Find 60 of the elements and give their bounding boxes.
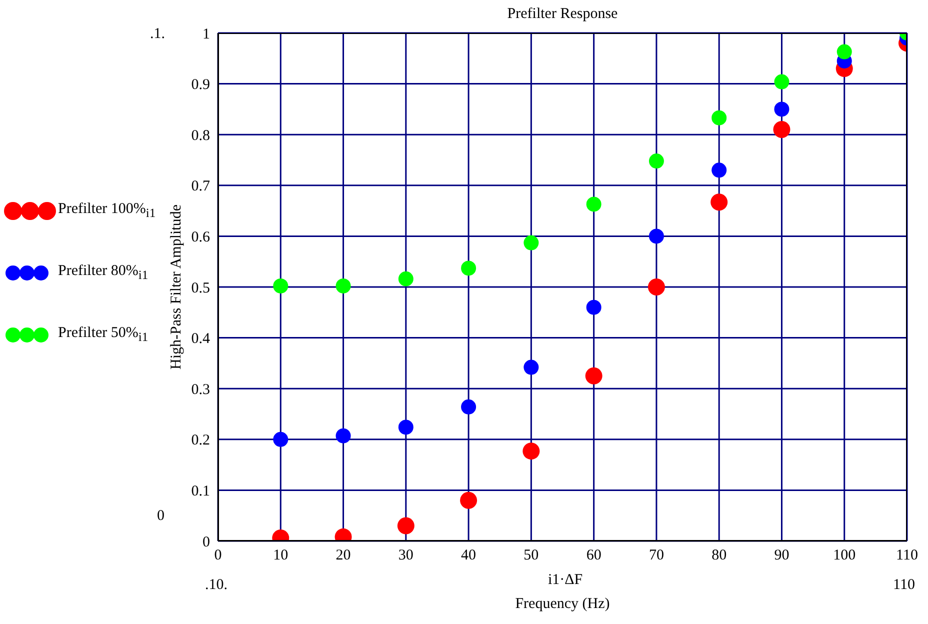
chart-title: Prefilter Response: [506, 6, 619, 23]
y-tick-label: 0.5: [191, 280, 210, 296]
point: [397, 517, 414, 534]
point: [461, 260, 476, 276]
point: [398, 420, 414, 435]
point: [336, 278, 351, 294]
point: [585, 367, 602, 384]
x-tick-label: 60: [586, 548, 602, 564]
point: [712, 110, 727, 126]
point: [648, 154, 664, 169]
x-tick-label: 90: [774, 548, 790, 564]
text: .1.: [150, 26, 165, 43]
x-tick-label: 30: [398, 548, 414, 564]
point: [273, 432, 288, 447]
point: [773, 121, 790, 138]
point: [774, 74, 790, 90]
y-tick-label: 0.7: [191, 178, 210, 195]
text: 0: [157, 508, 164, 525]
x-tick-label: 70: [648, 548, 664, 564]
y-tick-label: 0.6: [191, 230, 210, 246]
y-tick-label: 0: [202, 534, 210, 550]
point: [712, 162, 727, 178]
point: [648, 278, 665, 296]
y-tick-label: 0.8: [191, 128, 210, 144]
text: .10.: [205, 577, 228, 594]
legend-label: Prefilter 80%$_{i1}$: [58, 262, 148, 282]
point: [522, 442, 540, 460]
point: [273, 278, 288, 294]
x-tick-label: 100: [833, 548, 856, 564]
point: [586, 300, 602, 315]
point: [648, 228, 664, 244]
x-tick-label: 110: [896, 548, 918, 564]
y-tick-label: 0.2: [191, 432, 210, 449]
y-axis-title: High-Pass Filter Amplitude: [168, 204, 186, 370]
x-tick-label: 40: [461, 548, 476, 564]
point: [461, 399, 476, 414]
point: [524, 360, 539, 375]
x-tick-label: 20: [336, 548, 351, 564]
point: [836, 44, 852, 60]
y-tick-label: 0.4: [191, 331, 210, 348]
y-tick-label: 0.1: [191, 484, 210, 500]
x-tick-label: 80: [712, 548, 727, 564]
text: 110: [893, 577, 915, 594]
y-tick-label: 0.3: [191, 382, 210, 398]
point: [460, 492, 478, 509]
legend-label: Prefilter 50%$_{i1}$: [58, 324, 148, 344]
point: [710, 194, 728, 211]
y-tick-label: 1: [202, 26, 210, 42]
point: [398, 271, 414, 286]
x-tick-label: 50: [524, 548, 539, 564]
x-tick-label: 10: [273, 548, 288, 564]
y-tick-label: 0.9: [191, 77, 210, 94]
point: [524, 235, 539, 250]
point: [336, 428, 351, 444]
legend-label: Prefilter 100%$_{i1}$: [58, 200, 156, 220]
x-tick-label: 0: [214, 548, 222, 564]
text: i1·ΔF: [548, 572, 583, 589]
x-axis-title: Frequency (Hz): [514, 596, 611, 613]
point: [586, 196, 602, 212]
point: [774, 102, 790, 117]
